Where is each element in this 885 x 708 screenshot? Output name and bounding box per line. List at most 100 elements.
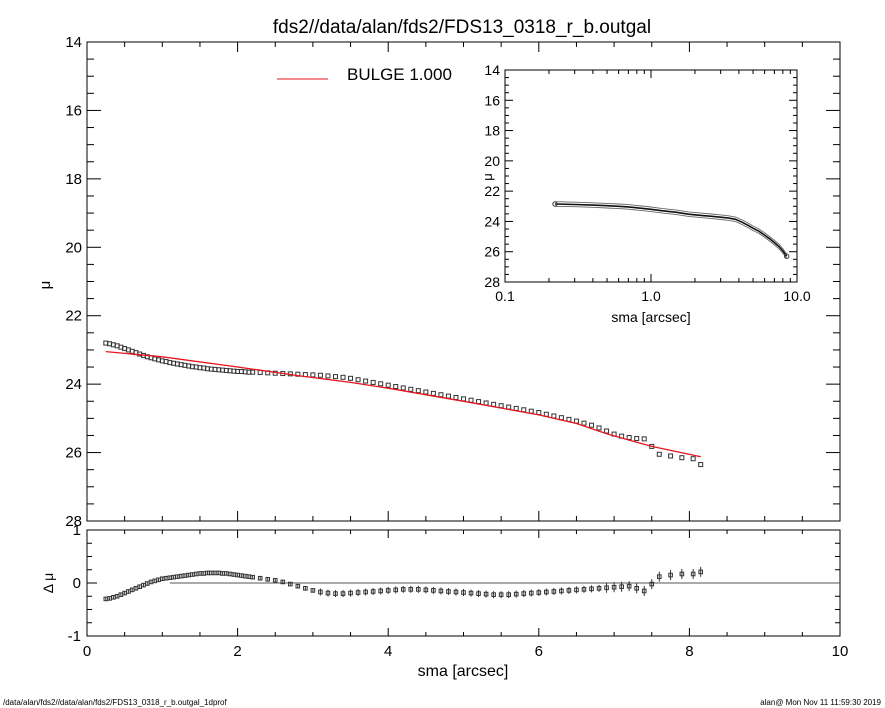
main-data-point [332, 374, 338, 380]
chart-title: fds2//data/alan/fds2/FDS13_0318_r_b.outg… [273, 17, 651, 38]
residual-data-point [521, 591, 527, 596]
main-data-point [589, 422, 595, 428]
main-data-point [641, 436, 647, 442]
residual-data-point [513, 591, 519, 597]
main-y-tick-label: 24 [65, 376, 82, 393]
inset-frame [504, 69, 798, 283]
inset-y-tick-label: 28 [484, 274, 500, 290]
residual-data-point [589, 586, 594, 592]
main-data-point [438, 392, 444, 398]
main-data-point [325, 373, 331, 379]
residual-data-point [566, 588, 572, 593]
residual-data-point [423, 587, 429, 593]
residual-data-point [408, 587, 414, 592]
inset-series [552, 201, 790, 259]
main-data-point [476, 399, 482, 405]
residual-data-point [378, 588, 383, 594]
residual-data-point [355, 590, 361, 595]
residual-data-point [400, 587, 406, 592]
main-y-axis-label: μ [37, 281, 54, 290]
residual-data-point [506, 592, 511, 597]
residual-x-tick-label: 6 [535, 643, 543, 660]
main-data-point [690, 456, 696, 462]
inset-x-tick-label: 10.0 [783, 288, 810, 304]
residual-data-point [370, 589, 376, 594]
residual-data-point [679, 571, 685, 577]
main-data-point [536, 410, 542, 416]
residual-data-point [698, 569, 703, 575]
residual-y-tick-label: -1 [68, 628, 81, 645]
inset-y-tick-label: 16 [484, 92, 500, 108]
residual-y-tick-label: 0 [73, 575, 81, 592]
residual-data-point [596, 586, 602, 591]
inset-y-tick-label: 26 [484, 244, 500, 260]
residual-data-point [634, 586, 639, 591]
main-data-point [668, 453, 674, 459]
residual-y-axis-label: Δ μ [40, 573, 56, 594]
main-data-point [566, 416, 572, 422]
residual-data-point [265, 576, 271, 582]
main-data-point [430, 390, 436, 396]
residual-data-point [668, 572, 673, 578]
residual-ticks: 0 2 4 6 8 10-101 [68, 522, 849, 660]
residual-x-axis-label: sma [arcsec] [418, 663, 509, 680]
legend-label-bulge: BULGE 1.000 [347, 65, 452, 84]
main-data-point [408, 386, 414, 392]
main-data-point [340, 374, 346, 380]
main-data-point [370, 379, 376, 385]
inset-ticks: 0.1 1.0 10.0 14 16 18 20 22 24 26 28 [484, 62, 810, 304]
residual-data-point [325, 590, 331, 596]
main-data-point [415, 388, 421, 394]
main-data-point [250, 369, 256, 375]
inset-y-tick-label: 22 [484, 183, 500, 199]
main-data-point [634, 436, 640, 442]
footer-timestamp: alan@ Mon Nov 11 11:59:30 2019 [760, 698, 881, 707]
main-y-tick-label: 14 [65, 34, 82, 51]
main-data-point [521, 407, 527, 413]
residual-data-point [498, 592, 504, 597]
residual-data-point [483, 591, 489, 597]
main-panel: 14 16 18 20 22 24 26 28 μ BULGE 1.000 [37, 34, 841, 530]
residual-data-point [257, 575, 263, 581]
residual-x-tick-label: 2 [233, 643, 241, 660]
residual-data-point [626, 583, 632, 589]
residual-data-point [551, 589, 557, 594]
residual-x-tick-label: 8 [685, 643, 693, 660]
residual-data-point [431, 588, 436, 593]
main-y-tick-label: 26 [65, 445, 82, 462]
residual-data-point [619, 584, 624, 590]
residual-data-point [604, 585, 609, 591]
main-data-point [317, 372, 323, 378]
inset-profile [554, 203, 788, 257]
main-data-point [257, 370, 263, 376]
residual-x-tick-label: 10 [832, 643, 849, 660]
main-data-point [385, 382, 391, 388]
main-data-point [445, 393, 451, 399]
inset-y-tick-label: 18 [484, 123, 500, 139]
residual-data-point [468, 590, 474, 596]
main-data-point [393, 384, 399, 390]
main-y-tick-label: 20 [65, 239, 82, 256]
residual-data-point [295, 583, 301, 589]
residual-data-point [690, 571, 696, 577]
main-data-point [513, 405, 519, 411]
residual-data-point [574, 587, 579, 593]
inset-y-axis-label: μ [480, 173, 495, 181]
residual-y-tick-label: 1 [73, 522, 81, 539]
residual-data-point [310, 588, 316, 593]
main-data-point [453, 394, 459, 400]
residual-data-point [280, 579, 286, 585]
main-data-point [348, 375, 354, 381]
main-data-point [355, 377, 361, 383]
main-data-point [461, 396, 466, 402]
inset-x-tick-label: 1.0 [641, 288, 661, 304]
main-model-line [105, 350, 701, 458]
main-data-point [378, 381, 384, 387]
main-series [103, 340, 704, 468]
main-data-point [483, 400, 489, 406]
main-data-point [468, 397, 474, 403]
residual-x-tick-label: 4 [384, 643, 392, 660]
residual-data-point [385, 588, 391, 593]
residual-data-point [581, 587, 587, 592]
